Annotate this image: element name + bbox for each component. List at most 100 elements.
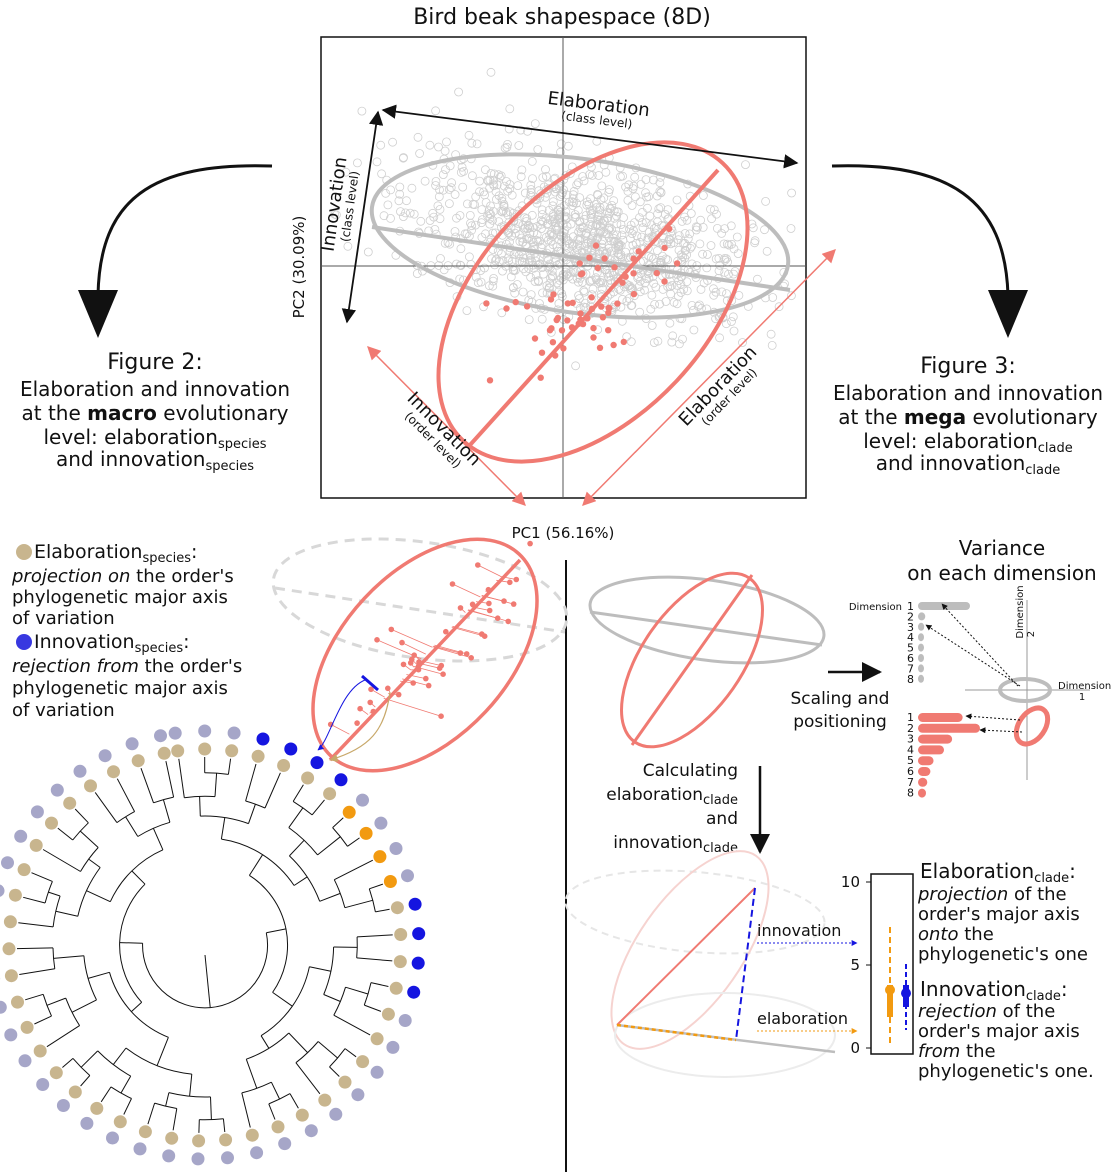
grey-point bbox=[592, 220, 601, 230]
grey-point bbox=[528, 222, 538, 232]
projected-point bbox=[425, 682, 432, 689]
projection-line bbox=[401, 642, 426, 655]
grey-point bbox=[542, 171, 551, 181]
grey-point bbox=[631, 192, 640, 202]
order-point bbox=[594, 264, 601, 272]
tree-branch bbox=[272, 991, 293, 1007]
grey-point bbox=[597, 181, 607, 191]
grey-point bbox=[517, 233, 527, 243]
projection-line bbox=[452, 583, 481, 598]
grey-point bbox=[654, 204, 664, 214]
grey-dim-number: 5 bbox=[907, 642, 914, 655]
projection-line bbox=[481, 595, 514, 605]
tree-branch bbox=[260, 1035, 270, 1049]
grey-point bbox=[713, 223, 722, 233]
grey-point bbox=[594, 171, 604, 180]
innov-clade-line3: from the bbox=[918, 1041, 996, 1062]
grey-point bbox=[545, 259, 555, 269]
figure2-line4: and innovationspecies bbox=[56, 447, 254, 474]
grey-dim-number: 2 bbox=[907, 610, 914, 623]
grey-point bbox=[580, 214, 589, 224]
species-projection-diagram bbox=[271, 537, 569, 773]
projected-point bbox=[385, 685, 391, 692]
tick-label-5: 5 bbox=[850, 956, 860, 974]
tree-branch bbox=[214, 773, 218, 797]
projected-point bbox=[411, 652, 418, 658]
grey-point bbox=[568, 194, 578, 204]
red-dim-number: 6 bbox=[907, 765, 914, 778]
grey-point bbox=[575, 233, 585, 243]
grey-point bbox=[618, 171, 627, 181]
projected-point bbox=[479, 631, 485, 637]
tree-branch bbox=[344, 899, 373, 909]
tree-branch bbox=[57, 827, 74, 841]
red-variance-bar bbox=[918, 777, 928, 787]
tree-branch bbox=[347, 837, 360, 847]
tree-branch bbox=[80, 1075, 91, 1087]
order-point bbox=[568, 324, 576, 331]
order-point bbox=[611, 264, 618, 271]
pc2-axis-label: PC2 (30.09%) bbox=[290, 216, 308, 319]
figure3-caption: Figure 3: Elaboration and innovation at … bbox=[833, 354, 1103, 478]
projected-point bbox=[357, 705, 363, 712]
grey-point bbox=[605, 223, 615, 233]
grey-point bbox=[563, 236, 573, 246]
leaf-inner-dot bbox=[11, 995, 24, 1009]
grey-point bbox=[476, 277, 486, 287]
grey-point bbox=[561, 267, 570, 277]
grey-point bbox=[643, 233, 653, 243]
order-point bbox=[619, 279, 626, 286]
order-point bbox=[537, 374, 544, 381]
grey-point bbox=[505, 184, 515, 194]
projection-line bbox=[417, 662, 440, 669]
leaf-outer-dot bbox=[14, 829, 28, 843]
projected-point bbox=[486, 600, 492, 607]
tree-branch bbox=[288, 807, 304, 828]
tree-branch bbox=[74, 808, 89, 824]
tree-branch bbox=[71, 999, 97, 1013]
grey-point bbox=[434, 192, 444, 202]
grey-point bbox=[691, 222, 701, 232]
innovation-median-point bbox=[901, 988, 911, 999]
curved-arrow-to-figure2 bbox=[96, 164, 273, 296]
projected-point bbox=[457, 605, 464, 611]
leaf-outer-dot bbox=[18, 1054, 32, 1068]
grey-point bbox=[559, 231, 568, 241]
order-point bbox=[630, 290, 638, 298]
leaf-inner-dot bbox=[3, 915, 17, 929]
grey-point bbox=[503, 253, 513, 263]
grey-point bbox=[635, 237, 645, 247]
grey-point bbox=[518, 237, 528, 247]
projection-line bbox=[433, 645, 461, 654]
tree-branch bbox=[329, 1066, 340, 1077]
order-point bbox=[486, 377, 494, 384]
leaf-inner-dot bbox=[394, 928, 408, 941]
leaf-inner-dot bbox=[165, 1131, 179, 1145]
grey-point bbox=[585, 206, 595, 216]
grey-variance-bar bbox=[918, 633, 924, 642]
elab-clade-line4: phylogenetic's one bbox=[918, 944, 1088, 965]
small-red-ellipse bbox=[1013, 705, 1051, 747]
tree-arc bbox=[200, 815, 249, 825]
order-elaboration-arrow bbox=[582, 249, 836, 506]
projected-point bbox=[354, 720, 360, 726]
tree-branch bbox=[42, 849, 81, 872]
leaf-inner-dot bbox=[63, 796, 77, 810]
grey-point bbox=[507, 190, 517, 200]
grey-point bbox=[524, 315, 534, 325]
leaf-outer-dot bbox=[98, 749, 112, 763]
tree-branch bbox=[189, 1074, 193, 1097]
leaf-outer-dot bbox=[0, 1000, 7, 1014]
grey-point bbox=[523, 221, 533, 231]
tree-branch bbox=[94, 792, 118, 823]
tree-arc bbox=[42, 994, 52, 1017]
grey-point bbox=[596, 195, 606, 205]
tree-branch bbox=[222, 1118, 226, 1133]
grey-dim-number: 1 bbox=[907, 600, 914, 613]
grey-point bbox=[629, 181, 639, 191]
tree-branch bbox=[152, 828, 164, 851]
order-point bbox=[579, 270, 586, 277]
grey-point bbox=[456, 244, 466, 254]
tree-branch bbox=[46, 1025, 80, 1048]
